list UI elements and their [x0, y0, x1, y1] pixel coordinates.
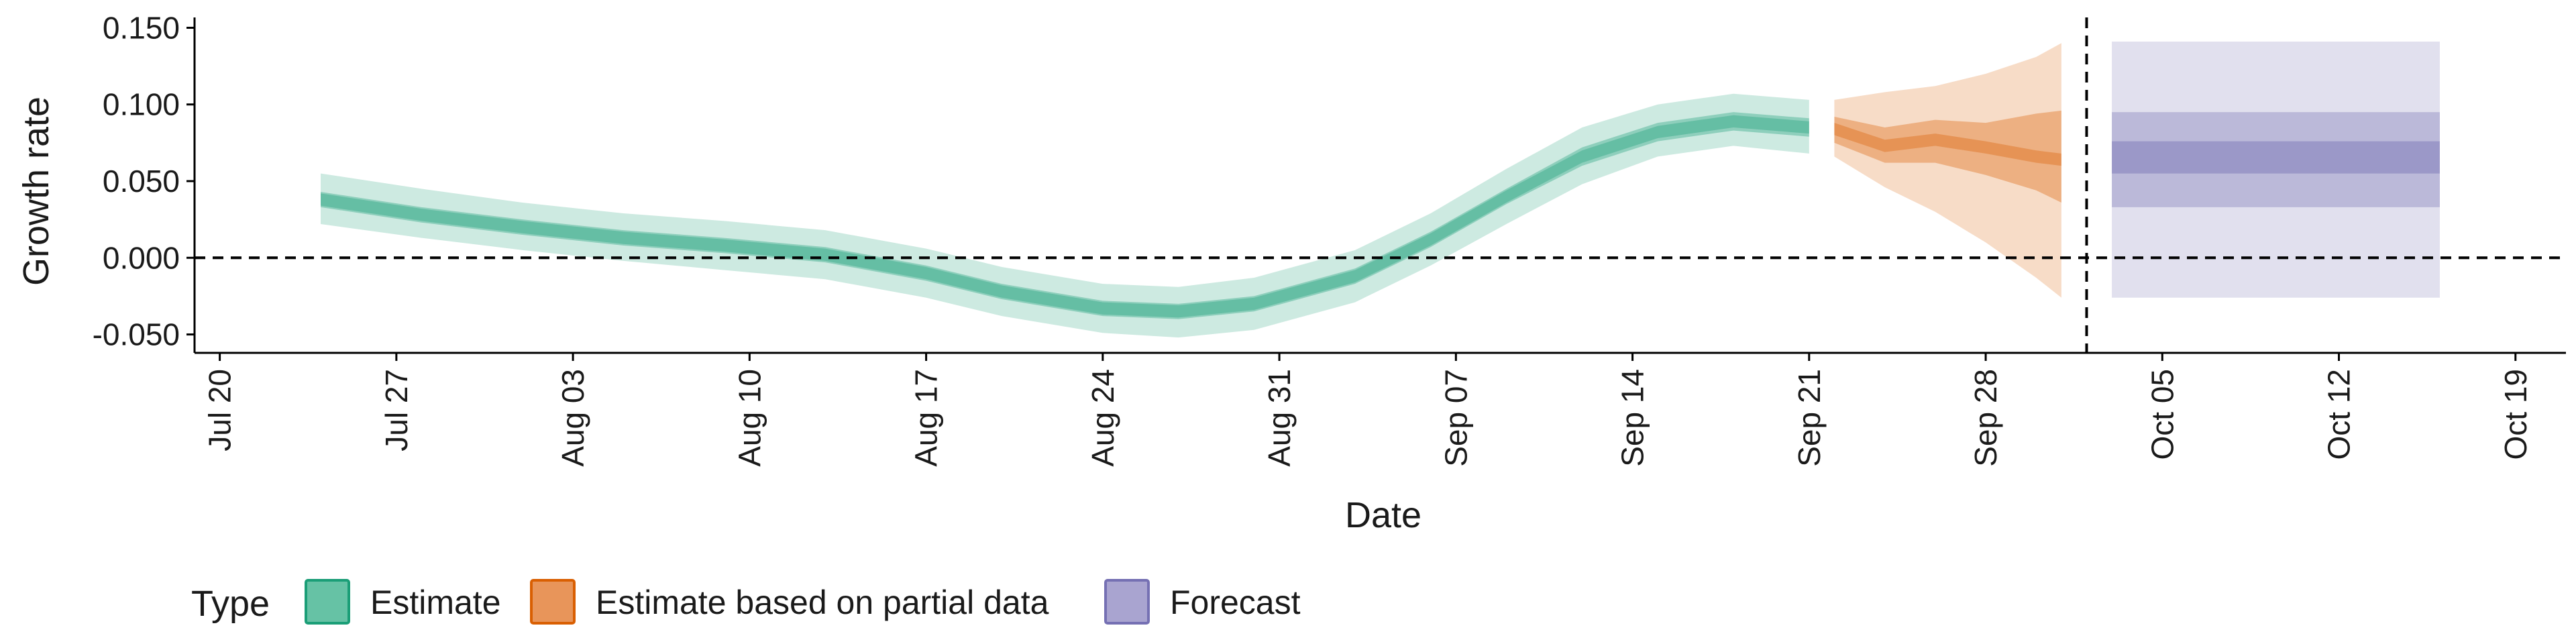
- forecast-band-60: [2112, 112, 2440, 207]
- y-tick-label: 0.100: [103, 87, 180, 122]
- axes: -0.050 0.000 0.050 0.100 0.150 Jul 20 Jul 27 Au…: [93, 10, 2566, 467]
- legend-label-1: Estimate: [370, 584, 501, 621]
- y-axis-title: Growth rate: [16, 97, 56, 286]
- x-tick-label: Sep 14: [1615, 369, 1650, 467]
- estimate-based-on-partial-data-band-90: [1834, 43, 2061, 298]
- x-tick-label: Jul 20: [203, 369, 237, 451]
- y-tick-label: 0.050: [103, 164, 180, 199]
- forecast-band-30: [2112, 141, 2440, 174]
- x-tick-label: Jul 27: [379, 369, 414, 451]
- legend-label-2: Estimate based on partial data: [596, 584, 1049, 621]
- legend-title: Type: [191, 584, 270, 624]
- x-tick-label: Aug 24: [1085, 369, 1120, 467]
- x-tick-label: Sep 28: [1968, 369, 2003, 467]
- x-tick-label: Oct 19: [2498, 369, 2533, 460]
- x-tick-label: Aug 03: [555, 369, 590, 467]
- y-tick-label: -0.050: [93, 317, 180, 352]
- x-tick-label: Oct 12: [2322, 369, 2357, 460]
- uncertainty-bands: [321, 42, 2440, 338]
- estimate-based-on-partial-data-band-50: [1834, 110, 2061, 203]
- x-tick-label: Aug 31: [1262, 369, 1297, 467]
- x-tick-label: Aug 17: [909, 369, 944, 467]
- x-tick-label: Oct 05: [2145, 369, 2180, 460]
- y-tick-label: 0.150: [103, 10, 180, 45]
- x-axis-title: Date: [1345, 495, 1421, 535]
- reference-lines: [195, 17, 2566, 353]
- legend-key-2: [530, 579, 576, 625]
- legend: Type Estimate Estimate based on partial d…: [191, 579, 1301, 625]
- forecast-band-90: [2112, 42, 2440, 298]
- estimate-band-50: [321, 112, 1809, 319]
- x-tick-label: Aug 10: [732, 369, 767, 467]
- estimate-median-band: [321, 115, 1809, 318]
- x-tick-label: Sep 21: [1792, 369, 1827, 467]
- estimate-based-on-partial-data-median-band: [1834, 123, 2061, 166]
- x-tick-label: Sep 07: [1438, 369, 1473, 467]
- y-tick-label: 0.000: [103, 240, 180, 275]
- legend-key-1: [305, 579, 350, 625]
- legend-label-3: Forecast: [1170, 584, 1301, 621]
- estimate-band-90: [321, 93, 1809, 338]
- legend-key-3: [1104, 579, 1150, 625]
